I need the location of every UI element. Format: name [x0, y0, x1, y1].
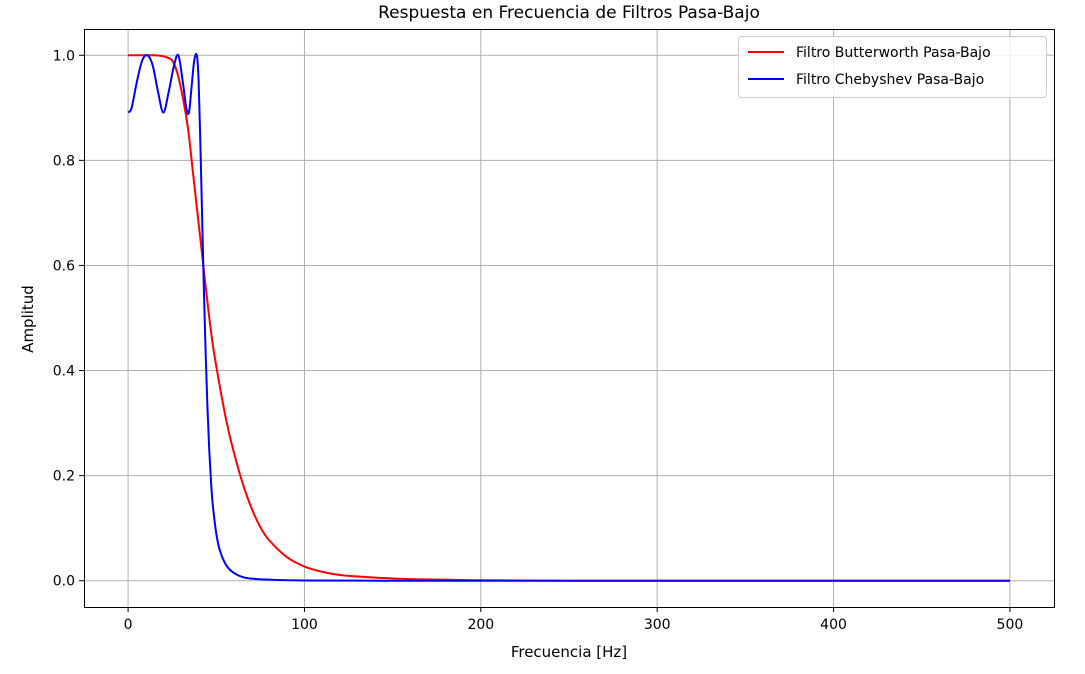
series-lines	[127, 52, 1010, 582]
x-tick-label: 200	[467, 617, 494, 633]
legend-label-chebyshev: Filtro Chebyshev Pasa-Bajo	[796, 72, 984, 88]
x-tick-label: 100	[291, 617, 318, 633]
ticks: 0 100 200 300 400 500 0.0 0.2 0.4 0.6 0.8 1.0	[53, 48, 1024, 633]
x-axis-label: Frecuencia [Hz]	[511, 643, 627, 661]
legend: Filtro Butterworth Pasa-Bajo Filtro Cheb…	[738, 36, 1047, 98]
y-axis-label: Amplitud	[19, 285, 37, 353]
chebyshev-line	[127, 52, 1010, 582]
chart-title: Respuesta en Frecuencia de Filtros Pasa-…	[378, 3, 760, 23]
x-tick-label: 400	[820, 617, 847, 633]
plot-frame	[84, 29, 1055, 608]
y-tick-label: 1.0	[53, 48, 75, 64]
y-tick-label: 0.4	[53, 364, 75, 380]
x-tick-label: 500	[997, 617, 1024, 633]
y-tick-label: 0.8	[53, 153, 75, 169]
y-tick-label: 0.0	[53, 574, 75, 590]
grid	[84, 29, 1054, 607]
butterworth-line	[128, 54, 1010, 582]
y-tick-label: 0.2	[53, 469, 75, 485]
y-tick-label: 0.6	[53, 258, 75, 274]
x-tick-label: 0	[124, 617, 133, 633]
x-tick-label: 300	[644, 617, 671, 633]
legend-box	[738, 36, 1047, 98]
legend-label-butterworth: Filtro Butterworth Pasa-Bajo	[796, 45, 991, 61]
